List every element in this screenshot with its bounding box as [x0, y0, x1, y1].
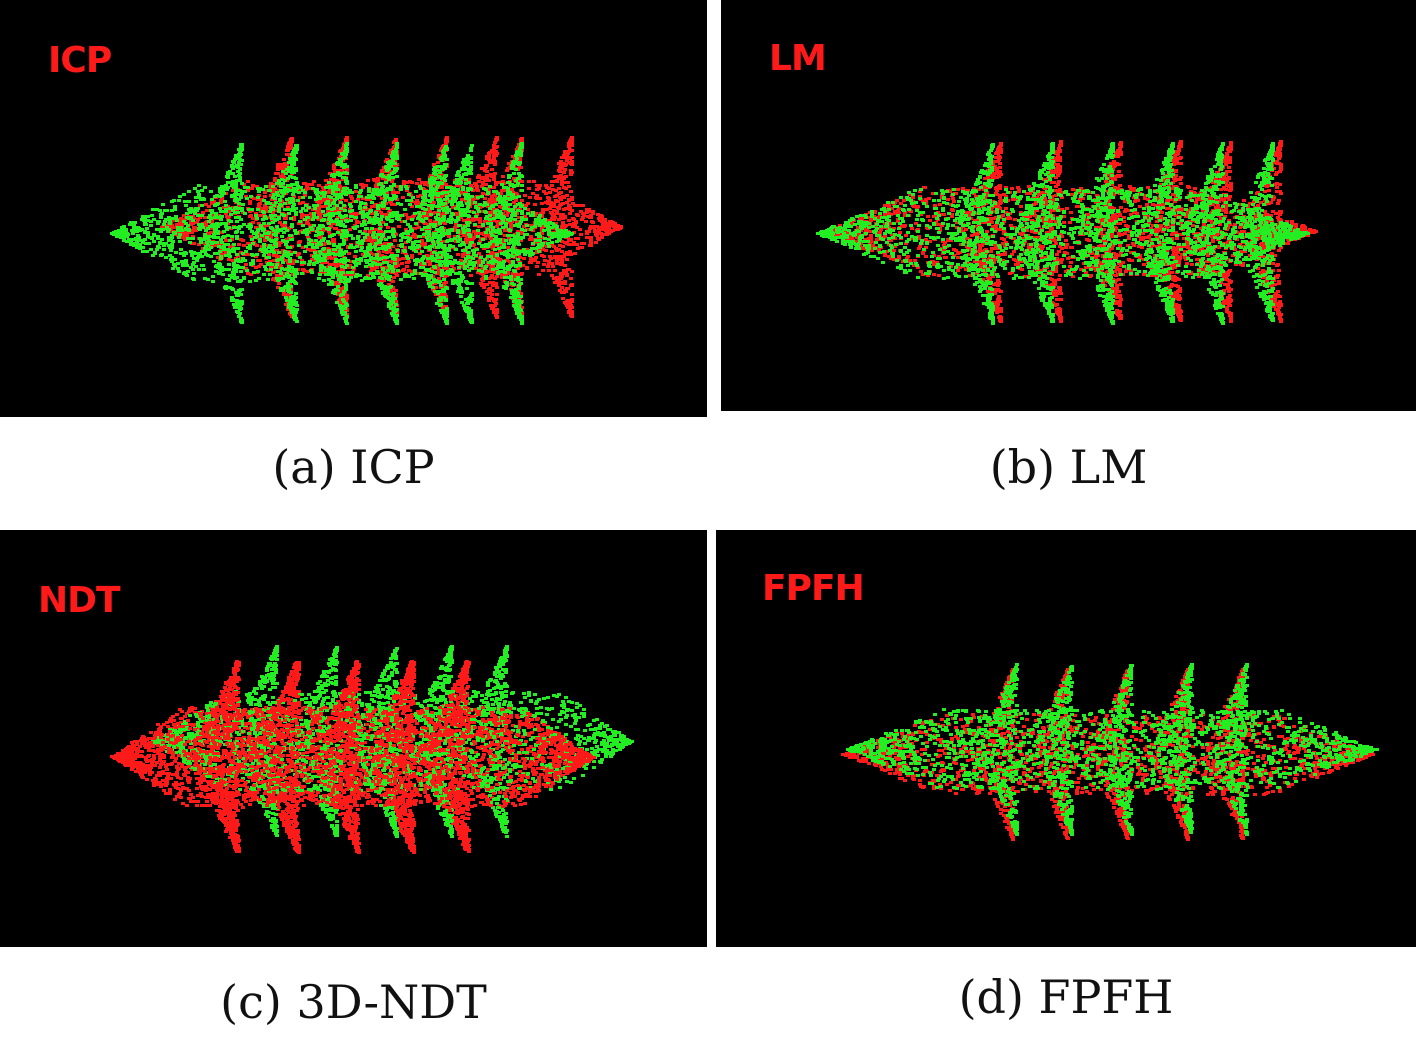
panel-lm: LM [721, 0, 1416, 411]
caption-icp: (a) ICP [0, 440, 707, 494]
overlay-label-lm: LM [769, 38, 827, 79]
overlay-label-ndt: NDT [38, 580, 121, 621]
caption-lm: (b) LM [721, 440, 1416, 494]
overlay-label-fpfh: FPFH [762, 568, 865, 609]
caption-3d-ndt: (c) 3D-NDT [0, 975, 707, 1029]
point-cloud-fpfh [841, 663, 1379, 841]
overlay-label-icp: ICP [48, 40, 112, 81]
caption-fpfh: (d) FPFH [716, 970, 1416, 1024]
panel-icp: ICP [0, 0, 707, 417]
panel-fpfh: FPFH [716, 530, 1416, 947]
point-cloud-ndt [110, 645, 634, 854]
panel-ndt: NDT [0, 530, 707, 947]
point-cloud-icp [110, 136, 623, 325]
point-cloud-lm [816, 140, 1318, 325]
